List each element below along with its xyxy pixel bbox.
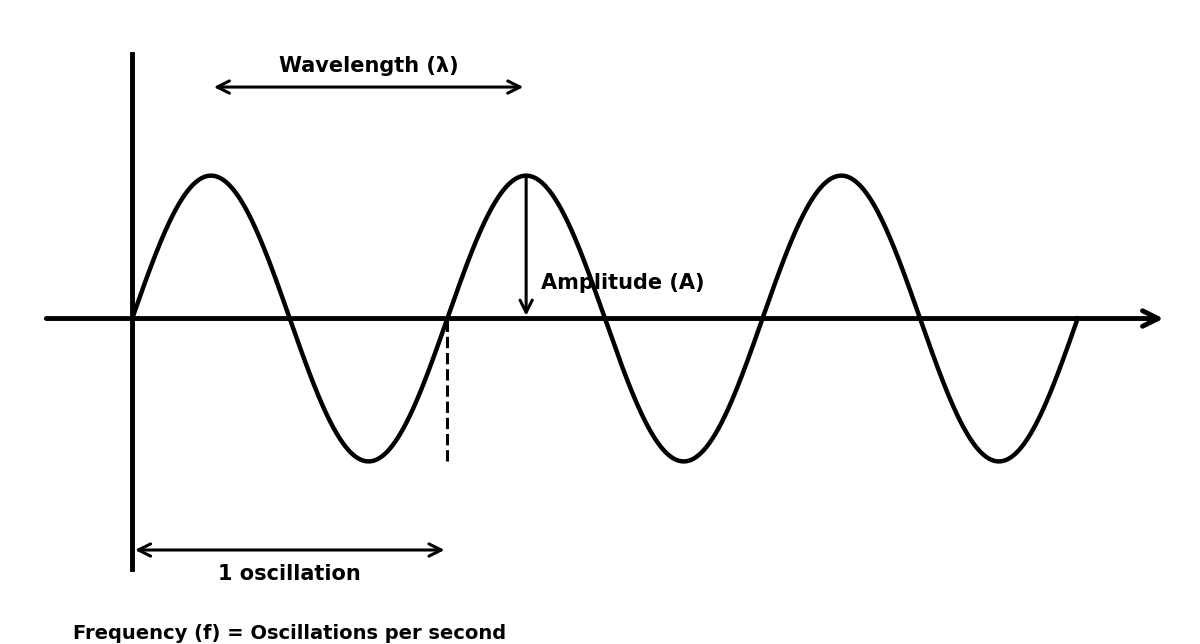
Text: Frequency (f) = Oscillations per second: Frequency (f) = Oscillations per second — [73, 624, 506, 643]
Text: Amplitude (A): Amplitude (A) — [541, 273, 704, 293]
Text: 1 oscillation: 1 oscillation — [218, 564, 361, 584]
Text: Wavelength (λ): Wavelength (λ) — [278, 55, 458, 75]
